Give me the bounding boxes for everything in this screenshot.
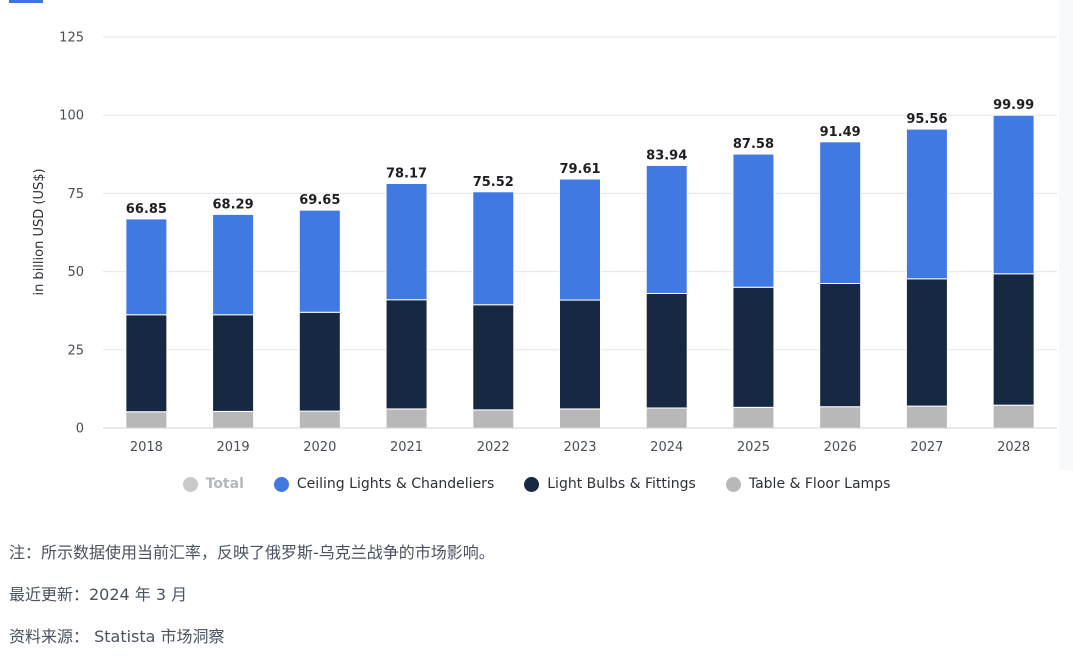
legend-item-ceiling[interactable]: Ceiling Lights & Chandeliers [273, 476, 495, 492]
legend: Total Ceiling Lights & Chandeliers Light… [0, 476, 1073, 492]
y-axis-ticks: 0 25 50 75 100 125 [59, 31, 84, 437]
total-label-2018: 66.85 [126, 202, 167, 217]
y-tick-label: 50 [67, 265, 84, 280]
bar-lamps-2028[interactable] [992, 404, 1035, 429]
bar-bulbs-2023[interactable] [559, 299, 601, 410]
bar-lamps-2025[interactable] [732, 406, 775, 429]
bar-lamps-2021[interactable] [385, 408, 428, 429]
right-edge-panel [1059, 0, 1073, 470]
y-tick-label: 75 [67, 187, 84, 202]
legend-label-total: Total [205, 476, 244, 492]
total-label-2027: 95.56 [906, 112, 947, 127]
y-axis-label: in billion USD (US$) [32, 168, 47, 295]
bar-bulbs-2025[interactable] [732, 286, 775, 408]
bar-bulbs-2022[interactable] [472, 304, 515, 411]
legend-item-bulbs[interactable]: Light Bulbs & Fittings [524, 476, 696, 492]
bar-bulbs-2021[interactable] [385, 299, 428, 410]
bar-ceiling-2028[interactable] [992, 114, 1035, 275]
bar-lamps-2019[interactable] [212, 410, 255, 429]
total-label-2028: 99.99 [993, 98, 1034, 113]
total-labels: 66.85 68.29 69.65 78.17 75.52 79.61 83.94 87.58… [126, 98, 1034, 217]
x-tick-label-2027: 2027 [910, 440, 943, 455]
total-label-2024: 83.94 [646, 148, 687, 163]
y-tick-label: 100 [59, 109, 84, 124]
x-tick-label-2020: 2020 [303, 440, 336, 455]
legend-dot-total-icon [182, 476, 198, 492]
x-tick-label-2026: 2026 [824, 440, 857, 455]
legend-label-bulbs: Light Bulbs & Fittings [547, 476, 696, 492]
legend-label-lamps: Table & Floor Lamps [748, 476, 891, 492]
x-tick-label-2022: 2022 [477, 440, 510, 455]
total-label-2025: 87.58 [733, 137, 774, 152]
bar-bulbs-2026[interactable] [819, 282, 862, 408]
bar-lamps-2022[interactable] [472, 409, 515, 429]
bar-bulbs-2018[interactable] [125, 314, 168, 413]
total-label-2019: 68.29 [213, 197, 254, 212]
bar-lamps-2023[interactable] [559, 408, 601, 429]
y-tick-label: 125 [59, 31, 84, 46]
bar-ceiling-2018[interactable] [125, 218, 168, 316]
bar-lamps-2026[interactable] [819, 406, 862, 429]
total-label-2021: 78.17 [386, 166, 427, 181]
total-label-2023: 79.61 [559, 162, 600, 177]
total-label-2022: 75.52 [473, 175, 514, 190]
bar-ceiling-2020[interactable] [298, 209, 341, 313]
y-tick-label: 0 [76, 422, 84, 437]
bars [125, 114, 1035, 429]
bar-bulbs-2024[interactable] [645, 292, 688, 409]
exchange-rate-note: 注：所示数据使用当前汇率，反映了俄罗斯-乌克兰战争的市场影响。 [9, 543, 495, 562]
x-tick-label-2024: 2024 [650, 440, 683, 455]
legend-dot-bulbs-icon [524, 476, 540, 492]
bar-lamps-2020[interactable] [298, 410, 341, 429]
total-label-2020: 69.65 [299, 193, 340, 208]
x-tick-label-2028: 2028 [997, 440, 1030, 455]
bar-ceiling-2019[interactable] [212, 213, 255, 316]
bar-lamps-2018[interactable] [125, 411, 168, 429]
bar-lamps-2024[interactable] [645, 407, 688, 429]
x-tick-label-2023: 2023 [563, 440, 596, 455]
bar-bulbs-2020[interactable] [298, 311, 341, 412]
bar-ceiling-2021[interactable] [385, 182, 428, 301]
bar-ceiling-2026[interactable] [819, 141, 862, 284]
last-updated-note: 最近更新：2024 年 3 月 [9, 585, 188, 604]
y-tick-label: 25 [67, 343, 84, 358]
bar-ceiling-2024[interactable] [645, 164, 688, 294]
total-label-2026: 91.49 [820, 125, 861, 140]
stacked-bar-chart: 0 25 50 75 100 125 in billion USD (US$) 66.85… [32, 31, 1057, 455]
bar-lamps-2027[interactable] [905, 405, 948, 429]
top-accent-bar [9, 0, 43, 3]
x-tick-label-2018: 2018 [130, 440, 163, 455]
chart-notes: 注：所示数据使用当前汇率，反映了俄罗斯-乌克兰战争的市场影响。 最近更新：202… [9, 540, 495, 656]
x-tick-label-2019: 2019 [217, 440, 250, 455]
bar-ceiling-2022[interactable] [472, 191, 515, 306]
x-axis-ticks: 2018 2019 2020 2021 2022 2023 2024 2025 2026 2027… [130, 440, 1030, 455]
bar-bulbs-2027[interactable] [905, 278, 948, 407]
bar-ceiling-2027[interactable] [905, 128, 948, 280]
bar-ceiling-2025[interactable] [732, 153, 775, 288]
legend-item-total[interactable]: Total [182, 476, 244, 492]
legend-item-lamps[interactable]: Table & Floor Lamps [725, 476, 891, 492]
source-note: 资料来源： Statista 市场洞察 [9, 627, 225, 646]
bar-bulbs-2019[interactable] [212, 314, 255, 412]
legend-dot-lamps-icon [725, 476, 741, 492]
x-tick-label-2025: 2025 [737, 440, 770, 455]
legend-label-ceiling: Ceiling Lights & Chandeliers [296, 476, 495, 492]
x-tick-label-2021: 2021 [390, 440, 423, 455]
legend-dot-ceiling-icon [273, 476, 289, 492]
bar-ceiling-2023[interactable] [559, 178, 601, 301]
bar-bulbs-2028[interactable] [992, 273, 1035, 406]
